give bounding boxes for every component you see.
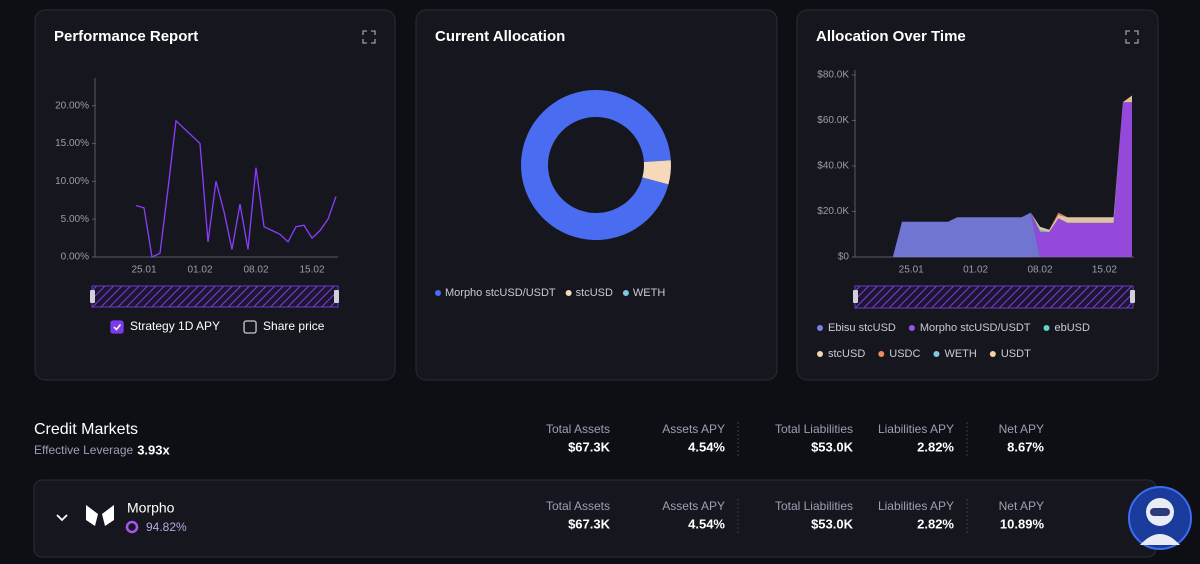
- y-tick-label: 0.00%: [61, 252, 89, 263]
- y-tick-label: 5.00%: [61, 214, 89, 225]
- panel-title: Current Allocation: [435, 28, 565, 45]
- checkbox[interactable]: [110, 320, 124, 334]
- metric-label: Total Assets: [546, 499, 610, 513]
- metric-value: $53.0K: [811, 516, 854, 531]
- metric-label: Total Liabilities: [775, 422, 853, 436]
- metric-label: Liabilities APY: [878, 499, 954, 513]
- legend-swatch: [878, 351, 885, 357]
- legend-label: Morpho stcUSD/USDT: [920, 322, 1031, 334]
- legend-label: stcUSD: [576, 287, 613, 299]
- section-title: Credit Markets: [34, 421, 138, 438]
- area-series: [856, 212, 1132, 257]
- range-brush[interactable]: [91, 285, 339, 308]
- panel-title: Performance Report: [54, 28, 198, 45]
- x-tick-label: 15.02: [1092, 265, 1117, 276]
- y-tick-label: 15.00%: [55, 138, 89, 149]
- legend-swatch: [622, 290, 629, 296]
- metric-value: 10.89%: [1000, 516, 1045, 531]
- y-tick-label: $60.0K: [817, 115, 849, 126]
- legend-label: ebUSD: [1055, 322, 1091, 334]
- metric-value: $67.3K: [568, 439, 611, 454]
- brush-handle[interactable]: [853, 290, 858, 303]
- morpho-logo: [86, 505, 114, 526]
- metric-value: 2.82%: [917, 439, 954, 454]
- legend-swatch: [817, 325, 823, 331]
- leverage-value: 3.93x: [137, 442, 170, 457]
- metric-value: 8.67%: [1007, 439, 1044, 454]
- assistant-avatar[interactable]: [1128, 486, 1192, 550]
- y-tick-label: $20.0K: [817, 206, 849, 217]
- x-tick-label: 25.01: [899, 265, 924, 276]
- metric-value: $67.3K: [568, 516, 611, 531]
- checkmark: [113, 324, 122, 331]
- legend-swatch: [908, 325, 915, 331]
- legend-label: Morpho stcUSD/USDT: [445, 287, 556, 299]
- metric-label: Total Liabilities: [775, 499, 853, 513]
- checkbox[interactable]: [243, 320, 257, 334]
- legend-label: WETH: [633, 287, 665, 299]
- legend-swatch: [933, 351, 940, 357]
- x-tick-label: 01.02: [963, 265, 988, 276]
- expand-chevron[interactable]: [56, 514, 68, 522]
- legend-swatch: [817, 351, 823, 357]
- metric-label: Total Assets: [546, 422, 610, 436]
- legend-swatch: [1043, 325, 1050, 331]
- area-series: [856, 102, 1132, 257]
- expand-icon[interactable]: [362, 30, 376, 44]
- x-tick-label: 08.02: [1027, 265, 1052, 276]
- expand-icon[interactable]: [1125, 30, 1139, 44]
- x-tick-label: 08.02: [243, 265, 268, 276]
- market-share: 94.82%: [146, 520, 187, 534]
- leverage-label: Effective Leverage: [34, 443, 134, 457]
- metric-value: $53.0K: [811, 439, 854, 454]
- line-series: [135, 119, 337, 258]
- x-tick-label: 01.02: [187, 265, 212, 276]
- legend-label: stcUSD: [828, 348, 865, 360]
- legend-swatch: [435, 290, 441, 296]
- y-tick-label: $80.0K: [817, 70, 849, 81]
- donut-slice: [642, 160, 671, 185]
- panel-title: Allocation Over Time: [816, 28, 966, 45]
- x-tick-label: 15.02: [299, 265, 324, 276]
- donut-slice: [520, 90, 671, 241]
- legend-swatch: [565, 290, 572, 296]
- range-brush[interactable]: [854, 285, 1134, 309]
- metric-label: Assets APY: [662, 422, 725, 436]
- brush-handle[interactable]: [1130, 290, 1135, 303]
- y-tick-label: 20.00%: [55, 100, 89, 111]
- metric-value: 2.82%: [917, 516, 954, 531]
- y-tick-label: $40.0K: [817, 161, 849, 172]
- toggle-label[interactable]: Strategy 1D APY: [130, 319, 220, 333]
- brush-handle[interactable]: [90, 290, 95, 303]
- metric-label: Assets APY: [662, 499, 725, 513]
- metric-value: 4.54%: [688, 516, 725, 531]
- metric-value: 4.54%: [688, 439, 725, 454]
- y-tick-label: 10.00%: [55, 176, 89, 187]
- legend-label: Ebisu stcUSD: [828, 322, 896, 334]
- share-icon: [125, 520, 139, 534]
- brush-handle[interactable]: [334, 290, 339, 303]
- area-series: [856, 102, 1132, 257]
- legend-swatch: [989, 351, 996, 357]
- legend-label: USDT: [1001, 348, 1031, 360]
- metric-label: Net APY: [999, 499, 1044, 513]
- legend-label: WETH: [944, 348, 976, 360]
- metric-label: Net APY: [999, 422, 1044, 436]
- market-name: Morpho: [127, 500, 175, 516]
- metric-label: Liabilities APY: [878, 422, 954, 436]
- toggle-label[interactable]: Share price: [263, 319, 325, 333]
- panel: [415, 9, 778, 381]
- legend-label: USDC: [889, 348, 920, 360]
- y-tick-label: $0: [838, 252, 850, 263]
- x-tick-label: 25.01: [131, 265, 156, 276]
